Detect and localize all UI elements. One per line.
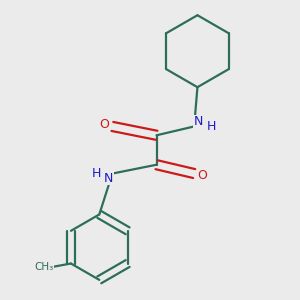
Text: N: N <box>194 116 203 128</box>
Text: CH₃: CH₃ <box>34 262 53 272</box>
Text: H: H <box>91 167 101 180</box>
Text: H: H <box>206 120 216 133</box>
Text: O: O <box>99 118 109 131</box>
Text: O: O <box>197 169 207 182</box>
Text: N: N <box>104 172 113 184</box>
